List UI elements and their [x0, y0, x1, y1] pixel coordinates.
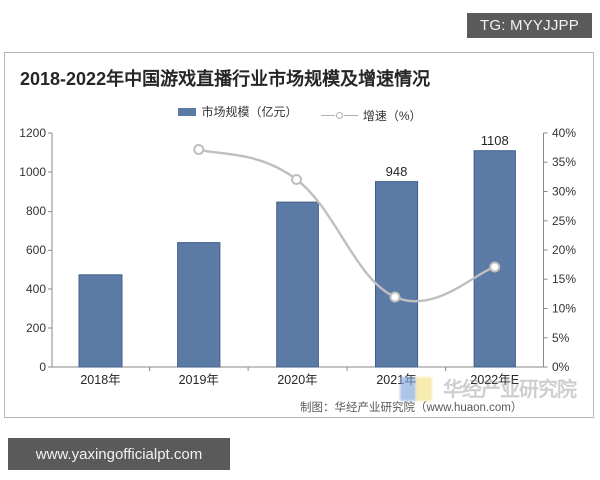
svg-text:948: 948	[386, 164, 408, 179]
svg-text:2020年: 2020年	[277, 373, 317, 387]
svg-text:600: 600	[26, 243, 46, 257]
svg-text:1200: 1200	[19, 126, 46, 140]
svg-text:1108: 1108	[481, 133, 509, 148]
svg-text:30%: 30%	[552, 185, 576, 199]
svg-text:2018年: 2018年	[80, 373, 120, 387]
svg-text:2019年: 2019年	[179, 373, 219, 387]
svg-text:10%: 10%	[552, 302, 576, 316]
svg-text:0%: 0%	[552, 360, 570, 374]
svg-text:20%: 20%	[552, 243, 576, 257]
svg-text:1000: 1000	[19, 165, 46, 179]
svg-text:35%: 35%	[552, 155, 576, 169]
svg-text:40%: 40%	[552, 126, 576, 140]
svg-text:200: 200	[26, 321, 46, 335]
svg-text:400: 400	[26, 282, 46, 296]
svg-text:800: 800	[26, 204, 46, 218]
svg-text:25%: 25%	[552, 214, 576, 228]
svg-text:15%: 15%	[552, 272, 576, 286]
svg-text:5%: 5%	[552, 331, 570, 345]
svg-text:0: 0	[39, 360, 46, 374]
